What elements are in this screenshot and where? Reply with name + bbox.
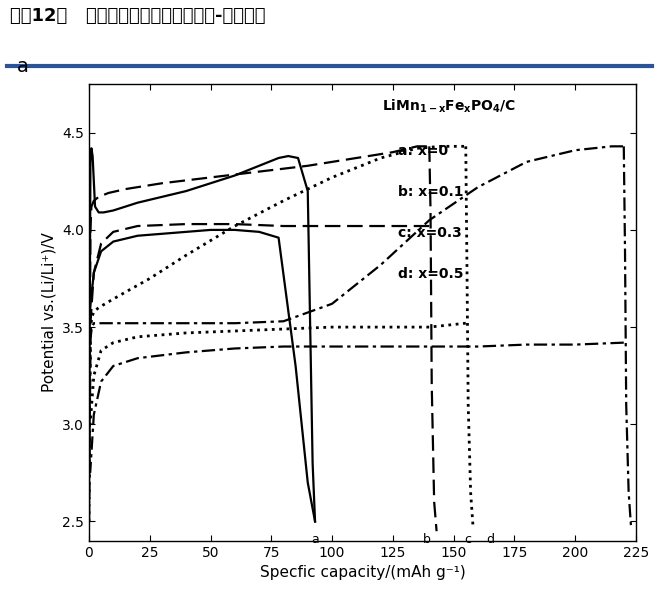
Text: b: x=0.1: b: x=0.1 — [398, 185, 463, 198]
Y-axis label: Potential vs.(Li/Li⁺)/V: Potential vs.(Li/Li⁺)/V — [42, 233, 57, 392]
Text: $\mathbf{LiMn_{1-x}Fe_xPO_4/C}$: $\mathbf{LiMn_{1-x}Fe_xPO_4/C}$ — [382, 98, 516, 115]
Text: d: x=0.5: d: x=0.5 — [398, 267, 463, 281]
Text: c: c — [465, 533, 472, 546]
Text: a: a — [16, 57, 28, 76]
Text: c: x=0.3: c: x=0.3 — [398, 226, 462, 240]
X-axis label: Specfic capacity/(mAh g⁻¹): Specfic capacity/(mAh g⁻¹) — [260, 566, 465, 581]
Text: a: x=0: a: x=0 — [398, 144, 448, 157]
Text: d: d — [486, 533, 494, 546]
Text: 图表12：   不同成分铁锰锂正极的容量-电压曲线: 图表12： 不同成分铁锰锂正极的容量-电压曲线 — [10, 7, 266, 25]
Text: a: a — [311, 533, 319, 546]
Text: b: b — [423, 533, 431, 546]
